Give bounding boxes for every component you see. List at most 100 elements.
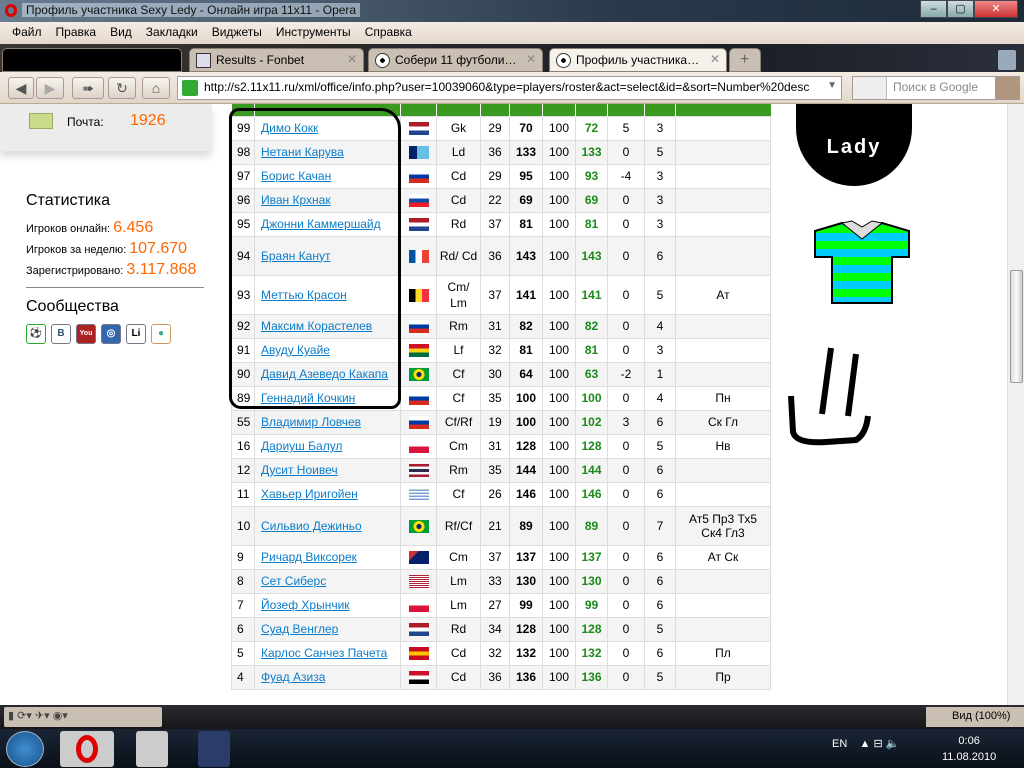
player-name-link[interactable]: Суад Венглер <box>254 616 401 642</box>
player-number: 96 <box>231 187 255 213</box>
level: 4 <box>644 313 676 339</box>
search-field[interactable]: Поиск в Google <box>852 76 1020 100</box>
tab-sobery[interactable]: Собери 11 футболист... ✕ <box>368 48 543 72</box>
google-icon[interactable] <box>853 77 887 99</box>
liveinternet-icon[interactable]: Li <box>126 324 146 344</box>
strength-change: 0 <box>607 616 645 642</box>
table-row: 6 Суад Венглер Rd 34 128 100 128 0 5 <box>231 616 771 642</box>
tray-arrow-icon[interactable]: ▲ <box>859 738 871 750</box>
position: Lm <box>436 568 481 594</box>
flag-icon <box>408 392 429 406</box>
player-name-link[interactable]: Иван Крхнак <box>254 187 401 213</box>
position: Cf <box>436 385 481 411</box>
country-flag <box>400 361 437 387</box>
player-name-link[interactable]: Владимир Ловчев <box>254 409 401 435</box>
player-name-link[interactable]: Хавьер Иригойен <box>254 481 401 507</box>
youtube-icon[interactable]: You <box>76 324 96 344</box>
soccer-ball-icon[interactable]: ⚽ <box>26 324 46 344</box>
country-flag <box>400 337 437 363</box>
panel-toggle-icons[interactable]: ▮ ⟳▾ ✈▾ ◉▾ <box>4 707 162 727</box>
address-bar[interactable]: http://s2.11x11.ru/xml/office/info.php?u… <box>177 76 842 100</box>
player-name-link[interactable]: Сет Сиберс <box>254 568 401 594</box>
player-name-link[interactable]: Браян Канут <box>254 235 401 276</box>
tab-profile[interactable]: Профиль участника S... ✕ <box>549 48 727 72</box>
menu-view[interactable]: Вид <box>110 25 132 39</box>
tab-close-icon[interactable]: ✕ <box>346 52 357 66</box>
player-name-link[interactable]: Максим Корастелев <box>254 313 401 339</box>
close-button[interactable]: ✕ <box>974 0 1018 18</box>
quality: 81 <box>509 337 543 363</box>
tab-close-icon[interactable]: ✕ <box>525 52 536 66</box>
player-name-link[interactable]: Давид Азеведо Какапа <box>254 361 401 387</box>
back-button[interactable]: ◀ <box>8 77 34 99</box>
current-strength: 128 <box>575 433 608 459</box>
fitness: 100 <box>542 211 576 237</box>
player-name-link[interactable]: Ричард Виксорек <box>254 544 401 570</box>
strength-change: 0 <box>607 481 645 507</box>
age: 22 <box>480 187 510 213</box>
player-name-link[interactable]: Авуду Куайе <box>254 337 401 363</box>
trash-icon[interactable] <box>998 50 1016 70</box>
language-indicator[interactable]: EN <box>832 738 848 750</box>
tab-redacted[interactable] <box>2 48 182 72</box>
taskbar-counter-strike-icon[interactable] <box>136 731 168 767</box>
mail-count[interactable]: 1926 <box>130 112 166 129</box>
player-name-link[interactable]: Карлос Санчез Пачета <box>254 640 401 666</box>
menu-tools[interactable]: Инструменты <box>275 25 351 39</box>
menu-widgets[interactable]: Виджеты <box>211 25 262 39</box>
fast-forward-button[interactable]: ➠ <box>72 77 104 99</box>
home-button[interactable]: ⌂ <box>142 77 170 99</box>
envelope-icon[interactable] <box>29 113 53 129</box>
age: 26 <box>480 481 510 507</box>
player-name-link[interactable]: Сильвио Дежиньо <box>254 505 401 546</box>
taskbar-opera[interactable] <box>60 731 114 767</box>
people-icon[interactable]: ● <box>151 324 171 344</box>
player-name-link[interactable]: Димо Кокк <box>254 115 401 141</box>
volume-icon[interactable]: 🔈 <box>885 738 900 750</box>
flag-icon <box>408 344 429 358</box>
quality: 136 <box>509 664 543 690</box>
search-go-icon[interactable] <box>995 77 1019 99</box>
maximize-button[interactable]: ▢ <box>947 0 974 18</box>
country-flag <box>400 313 437 339</box>
player-name-link[interactable]: Нетани Карува <box>254 139 401 165</box>
player-name-link[interactable]: Джонни Каммершайд <box>254 211 401 237</box>
player-name-link[interactable]: Фуад Азиза <box>254 664 401 690</box>
flag-icon <box>408 519 429 533</box>
network-icon[interactable]: ⊟ <box>873 738 883 750</box>
player-name-link[interactable]: Дусит Ноивеч <box>254 457 401 483</box>
fitness: 100 <box>542 616 576 642</box>
tab-close-icon[interactable]: ✕ <box>709 52 720 66</box>
dropdown-arrow-icon[interactable]: ▼ <box>827 80 837 91</box>
reload-button[interactable]: ↻ <box>108 77 136 99</box>
country-flag <box>400 592 437 618</box>
forward-button[interactable]: ▶ <box>36 77 64 99</box>
quality: 133 <box>509 139 543 165</box>
start-button[interactable] <box>6 731 44 767</box>
player-name-link[interactable]: Борис Качан <box>254 163 401 189</box>
scrollbar-thumb[interactable] <box>1010 270 1023 383</box>
online-label: Игроков онлайн: <box>26 223 111 235</box>
menu-file[interactable]: Файл <box>12 25 42 39</box>
age: 35 <box>480 457 510 483</box>
taskbar-app-icon[interactable] <box>198 731 230 767</box>
new-tab-button[interactable]: + <box>729 48 761 72</box>
fitness: 100 <box>542 481 576 507</box>
vkontakte-icon[interactable]: В <box>51 324 71 344</box>
menu-help[interactable]: Справка <box>364 25 412 39</box>
player-name-link[interactable]: Йозеф Хрынчик <box>254 592 401 618</box>
player-name-link[interactable]: Дариуш Балул <box>254 433 401 459</box>
player-name-link[interactable]: Геннадий Кочкин <box>254 385 401 411</box>
minimize-button[interactable]: – <box>920 0 947 18</box>
vertical-scrollbar[interactable] <box>1007 104 1024 705</box>
mail-agent-icon[interactable]: ◎ <box>101 324 121 344</box>
fitness: 100 <box>542 163 576 189</box>
tab-results-fonbet[interactable]: Results - Fonbet ✕ <box>189 48 364 72</box>
statistics-heading: Статистика <box>26 192 111 209</box>
player-name-link[interactable]: Меттью Красон <box>254 274 401 315</box>
clock[interactable]: 0:06 11.08.2010 <box>942 733 996 765</box>
menu-bookmarks[interactable]: Закладки <box>145 25 198 39</box>
menu-edit[interactable]: Правка <box>55 25 97 39</box>
zoom-control[interactable]: Вид (100%) <box>926 707 1024 727</box>
fitness: 100 <box>542 592 576 618</box>
